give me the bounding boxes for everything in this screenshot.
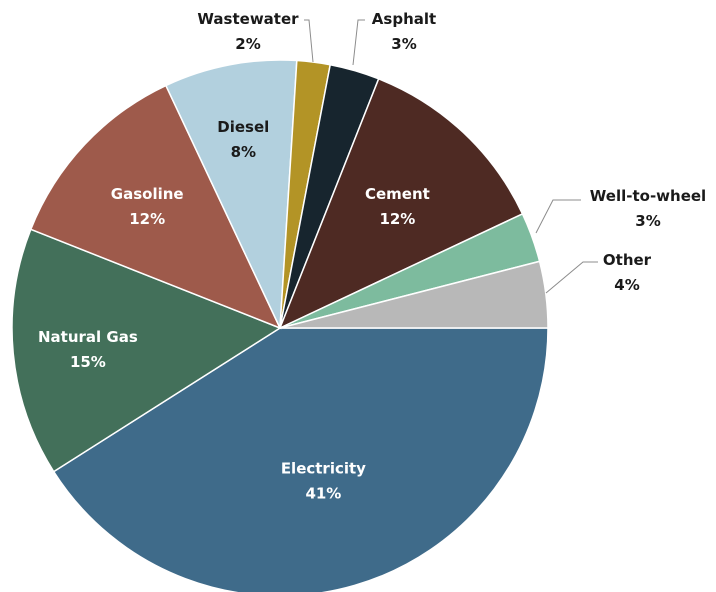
- slice-percent-cement: 12%: [379, 210, 415, 228]
- slice-percent-diesel: 8%: [231, 143, 256, 161]
- slice-label-gasoline: Gasoline: [111, 185, 184, 203]
- slice-labels: Electricity 41% Natural Gas 15% Gasoline 12% D…: [38, 10, 706, 502]
- slice-label-electricity: Electricity: [281, 459, 366, 477]
- slice-cement: [278, 77, 524, 330]
- slice-label-natural-gas: Natural Gas: [38, 328, 138, 346]
- slice-gasoline: [29, 84, 282, 330]
- leader-other: [545, 261, 598, 294]
- slice-label-cement: Cement: [365, 185, 430, 203]
- slice-natural-gas: [11, 228, 282, 473]
- slice-percent-electricity: 41%: [305, 484, 341, 502]
- slice-percent-other: 4%: [614, 276, 639, 294]
- slice-percent-wastewater: 2%: [235, 35, 260, 53]
- slice-other: [279, 260, 549, 329]
- leader-wastewater: [304, 19, 314, 63]
- slice-percent-gasoline: 12%: [129, 210, 165, 228]
- slice-label-wastewater: Wastewater: [197, 10, 299, 28]
- slice-diesel: [164, 59, 298, 329]
- slice-label-well-to-wheel: Well-to-wheel: [590, 187, 706, 205]
- leader-well-to-wheel: [535, 199, 581, 234]
- slice-percent-natural-gas: 15%: [70, 353, 106, 371]
- leader-asphalt: [352, 19, 365, 66]
- slice-percent-well-to-wheel: 3%: [635, 212, 660, 230]
- slice-label-diesel: Diesel: [217, 118, 269, 136]
- leader-lines: [304, 19, 598, 294]
- slice-percent-asphalt: 3%: [391, 35, 416, 53]
- slice-label-other: Other: [603, 251, 652, 269]
- slice-label-asphalt: Asphalt: [372, 10, 436, 28]
- pie-slices: [11, 59, 549, 592]
